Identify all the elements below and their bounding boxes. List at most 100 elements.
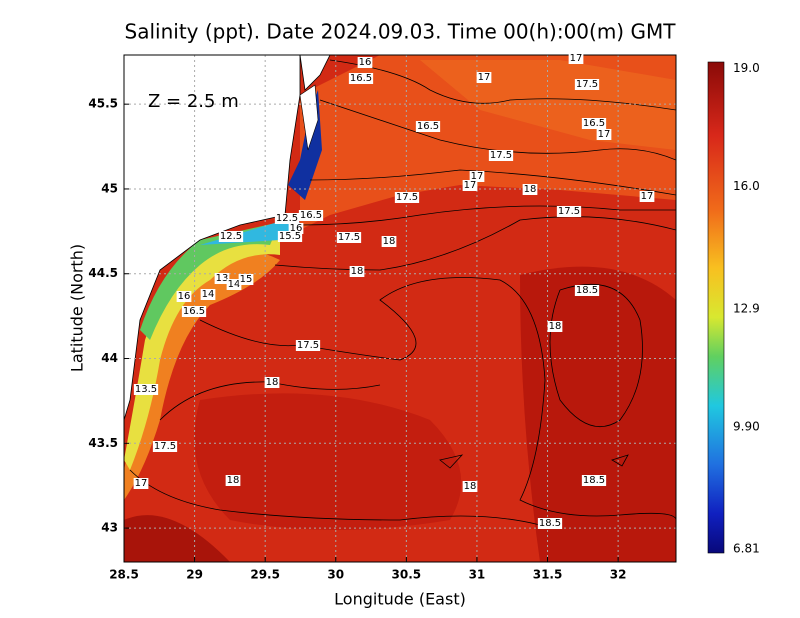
x-tick-label: 28.5: [109, 568, 139, 582]
label-box: [522, 184, 538, 195]
contour-label: 17: [641, 191, 654, 202]
y-tick-label: 44: [101, 351, 118, 365]
contour-label: 12.5: [276, 213, 298, 224]
label-box: [277, 231, 303, 242]
label-box: [488, 150, 514, 161]
label-box: [639, 191, 655, 202]
contour-label: 18: [266, 377, 279, 388]
y-tick-label: 45: [101, 181, 118, 195]
label-box: [295, 340, 321, 351]
colorbar-tick-label: 6.81: [733, 542, 760, 556]
depth-annotation: Z = 2.5 m: [148, 91, 239, 112]
y-tick-label: 45.5: [88, 97, 118, 111]
label-box: [200, 289, 216, 300]
x-tick-label: 30: [327, 568, 344, 582]
label-box: [581, 475, 607, 486]
contour-label: 18: [227, 475, 240, 486]
contour-label: 16.5: [350, 73, 372, 84]
y-axis-label: Latitude (North): [68, 244, 87, 372]
label-box: [476, 72, 492, 83]
label-box: [274, 213, 300, 224]
x-tick-label: 29: [186, 568, 203, 582]
label-box: [133, 478, 149, 489]
title: Salinity (ppt). Date 2024.09.03. Time 00…: [125, 20, 677, 44]
contour-label: 18.5: [583, 475, 605, 486]
plot-frame: [123, 54, 677, 563]
x-tick-label: 31.5: [533, 568, 563, 582]
contour-label: 17.5: [558, 206, 580, 217]
contour-label: 17: [598, 129, 611, 140]
contour-label: 18: [464, 481, 477, 492]
label-box: [264, 377, 280, 388]
contour-label: 18: [549, 321, 562, 332]
label-box: [181, 306, 207, 317]
y-tick-label: 44.5: [88, 266, 118, 280]
contour-label: 17: [570, 53, 583, 64]
label-box: [238, 274, 254, 285]
colorbar: [707, 61, 725, 554]
contour-label: 16.5: [583, 118, 605, 129]
contour-label: 14: [202, 289, 215, 300]
x-tick-label: 29.5: [250, 568, 280, 582]
contour-label: 12.5: [220, 231, 242, 242]
label-box: [336, 232, 362, 243]
contour-label: 17: [478, 72, 491, 83]
contour-label: 16: [178, 291, 191, 302]
label-box: [462, 481, 478, 492]
label-box: [556, 206, 582, 217]
label-box: [349, 266, 365, 277]
colorbar-tick-label: 16.0: [733, 179, 760, 193]
label-box: [348, 73, 374, 84]
contour-label: 15.5: [279, 231, 301, 242]
label-box: [394, 192, 420, 203]
label-box: [537, 518, 563, 529]
contour-label: 16: [359, 57, 372, 68]
contour-label: 18: [524, 184, 537, 195]
contour-label: 17.5: [154, 441, 176, 452]
contour-label: 18: [383, 236, 396, 247]
contour-label: 18.5: [576, 285, 598, 296]
contour-label: 17.5: [338, 232, 360, 243]
contour-label: 17: [135, 478, 148, 489]
y-tick-label: 43: [101, 521, 118, 535]
contour-label: 17.5: [490, 150, 512, 161]
label-box: [226, 279, 242, 290]
contour-label: 15: [240, 274, 253, 285]
label-box: [462, 180, 478, 191]
label-box: [214, 273, 230, 284]
label-box: [415, 121, 441, 132]
contour-label: 17: [471, 171, 484, 182]
grid: [123, 55, 676, 562]
contour-label: 16.5: [417, 121, 439, 132]
colorbar-tick-label: 9.90: [733, 420, 760, 434]
label-box: [596, 129, 612, 140]
y-tick-label: 43.5: [88, 436, 118, 450]
label-box: [288, 223, 304, 234]
colorbar-tick-label: 19.0: [733, 61, 760, 75]
contour-label: 16.5: [300, 210, 322, 221]
label-box: [218, 231, 244, 242]
label-box: [176, 291, 192, 302]
label-box: [574, 285, 600, 296]
contour-label: 17: [464, 180, 477, 191]
label-box: [574, 79, 600, 90]
x-tick-label: 31: [469, 568, 486, 582]
label-box: [568, 53, 584, 64]
contour-label: 17.5: [297, 340, 319, 351]
contour-label: 16: [290, 223, 303, 234]
label-box: [298, 210, 324, 221]
colorbar-tick-label: 12.9: [733, 301, 760, 315]
x-tick-label: 30.5: [392, 568, 422, 582]
contour-label: 17.5: [396, 192, 418, 203]
label-box: [381, 236, 397, 247]
label-box: [225, 475, 241, 486]
contour-label: 14: [228, 279, 241, 290]
contour-label: 18.5: [539, 518, 561, 529]
label-box: [152, 441, 178, 452]
label-box: [581, 118, 607, 129]
contour-label: 13: [216, 273, 229, 284]
contour-label: 18: [351, 266, 364, 277]
x-tick-label: 32: [610, 568, 627, 582]
